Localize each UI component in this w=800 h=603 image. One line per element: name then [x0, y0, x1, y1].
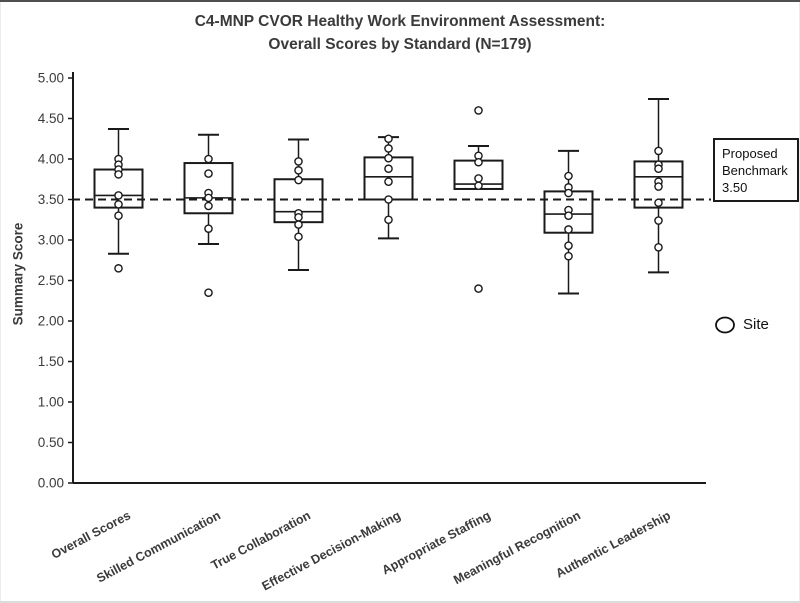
site-point [114, 200, 123, 209]
y-tick-label: 2.00 [38, 314, 64, 329]
site-point [294, 157, 303, 166]
y-tick-label: 3.00 [38, 233, 64, 248]
site-point [564, 211, 573, 220]
legend-site-label: Site [743, 316, 769, 333]
y-tick-label: 2.50 [38, 273, 64, 288]
y-tick-label: 1.00 [38, 395, 64, 410]
site-point [654, 242, 663, 252]
y-tick-label: 1.50 [38, 354, 64, 369]
site-marker-icon [715, 316, 735, 334]
site-point [474, 284, 483, 293]
chart-title-line1: C4-MNP CVOR Healthy Work Environment Ass… [194, 13, 606, 30]
site-point [654, 216, 663, 225]
y-tick-label: 4.50 [38, 111, 64, 126]
site-point [294, 213, 303, 222]
site-point [114, 211, 123, 220]
site-point [474, 106, 483, 115]
site-point [294, 232, 303, 242]
site-point [474, 157, 483, 167]
site-point [204, 193, 213, 203]
benchmark-line3: 3.50 [722, 180, 748, 195]
chart-title-line2: Overall Scores by Standard (N=179) [268, 36, 532, 53]
site-point [384, 153, 393, 163]
site-point [564, 225, 573, 234]
site-point [564, 188, 573, 198]
site-point [204, 288, 213, 297]
x-category-label: Overall Scores [49, 508, 133, 561]
site-point [204, 169, 213, 178]
site-point [384, 164, 393, 174]
site-point [204, 201, 213, 211]
site-point [204, 154, 213, 164]
chart-title: C4-MNP CVOR Healthy Work Environment Ass… [0, 10, 800, 56]
site-point [564, 241, 573, 250]
y-tick-label: 0.00 [38, 476, 64, 491]
site-point [114, 264, 123, 273]
site-point [654, 182, 663, 191]
site-point [384, 215, 393, 225]
site-point [384, 177, 393, 186]
benchmark-line1: Proposed [722, 146, 778, 161]
legend: Site [714, 315, 769, 334]
y-tick-label: 5.00 [38, 71, 64, 86]
site-point [474, 181, 483, 191]
site-point [114, 170, 123, 179]
site-point [294, 220, 303, 229]
site-point [384, 144, 393, 153]
site-point [564, 171, 573, 181]
site-point [384, 195, 393, 204]
site-point [654, 164, 663, 174]
y-tick-label: 0.50 [38, 435, 64, 450]
y-tick-label: 3.50 [38, 192, 64, 207]
site-point [114, 191, 123, 200]
site-point [204, 224, 213, 233]
site-point [474, 174, 483, 183]
site-point [384, 134, 393, 144]
site-point [294, 175, 303, 185]
site-point [564, 251, 573, 261]
y-tick-label: 4.00 [38, 152, 64, 167]
site-point [654, 198, 663, 208]
site-point [654, 146, 663, 156]
benchmark-line2: Benchmark [722, 163, 788, 178]
site-point [294, 166, 303, 175]
benchmark-annotation: Proposed Benchmark 3.50 [713, 138, 799, 202]
